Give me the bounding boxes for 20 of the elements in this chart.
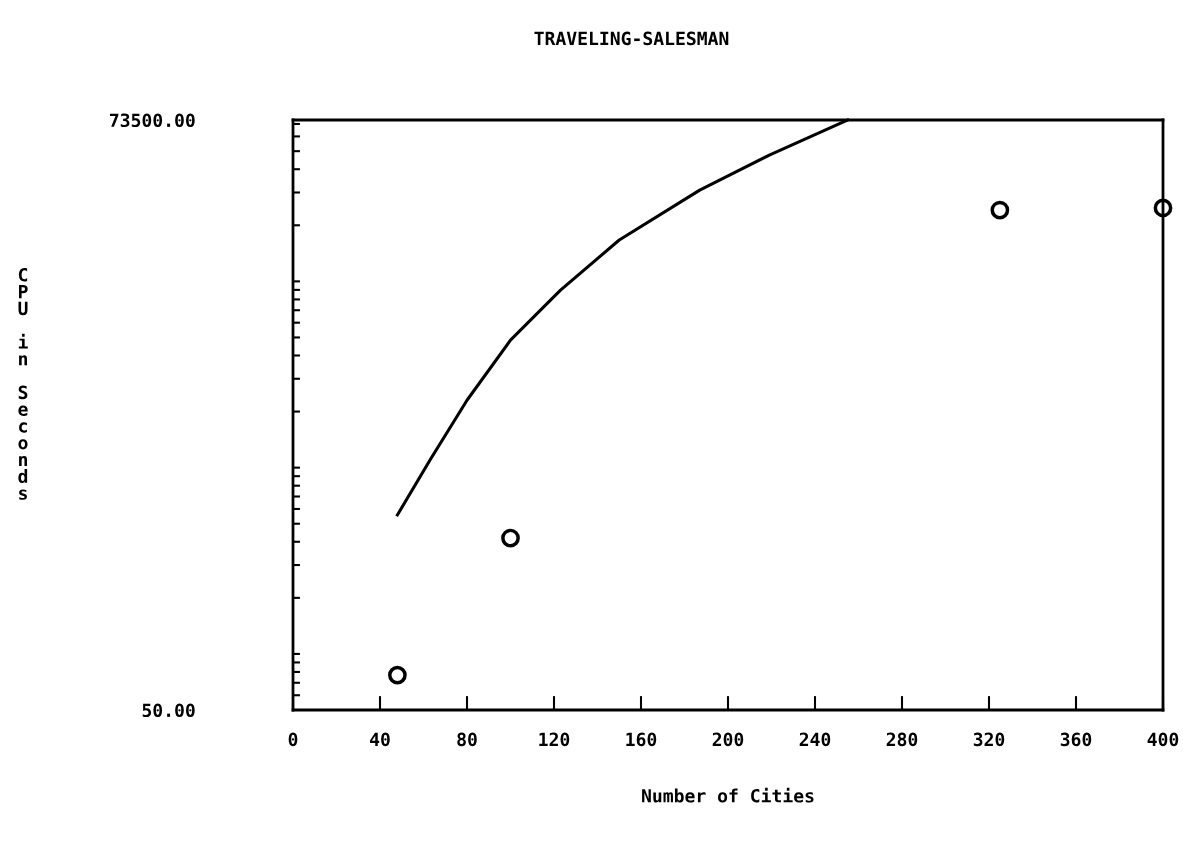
chart-title: TRAVELING-SALESMAN xyxy=(534,31,729,46)
y-tick-label: 50.00 xyxy=(142,703,195,718)
x-tick-label: 400 xyxy=(1147,732,1179,747)
x-tick-label: 280 xyxy=(886,732,918,747)
point xyxy=(990,200,1010,220)
x-tick-label: 160 xyxy=(626,732,657,747)
x-tick-label: 0 xyxy=(288,732,298,747)
point xyxy=(388,665,407,685)
x-tick-label: 80 xyxy=(457,732,477,747)
point xyxy=(501,528,520,548)
x-axis-title: Number of Cities xyxy=(642,787,814,803)
x-tick-label: 200 xyxy=(712,732,744,747)
text: CPU in Seconds xyxy=(18,267,28,500)
point xyxy=(1153,198,1173,218)
x-tick-label: 120 xyxy=(539,732,570,747)
x-tick-label: 320 xyxy=(973,732,1005,747)
x-tick-label: 240 xyxy=(799,732,831,747)
y-tick-label: 73500.00 xyxy=(110,113,195,128)
x-tick-label: 360 xyxy=(1060,732,1092,747)
x-tick-label: 40 xyxy=(370,732,390,747)
